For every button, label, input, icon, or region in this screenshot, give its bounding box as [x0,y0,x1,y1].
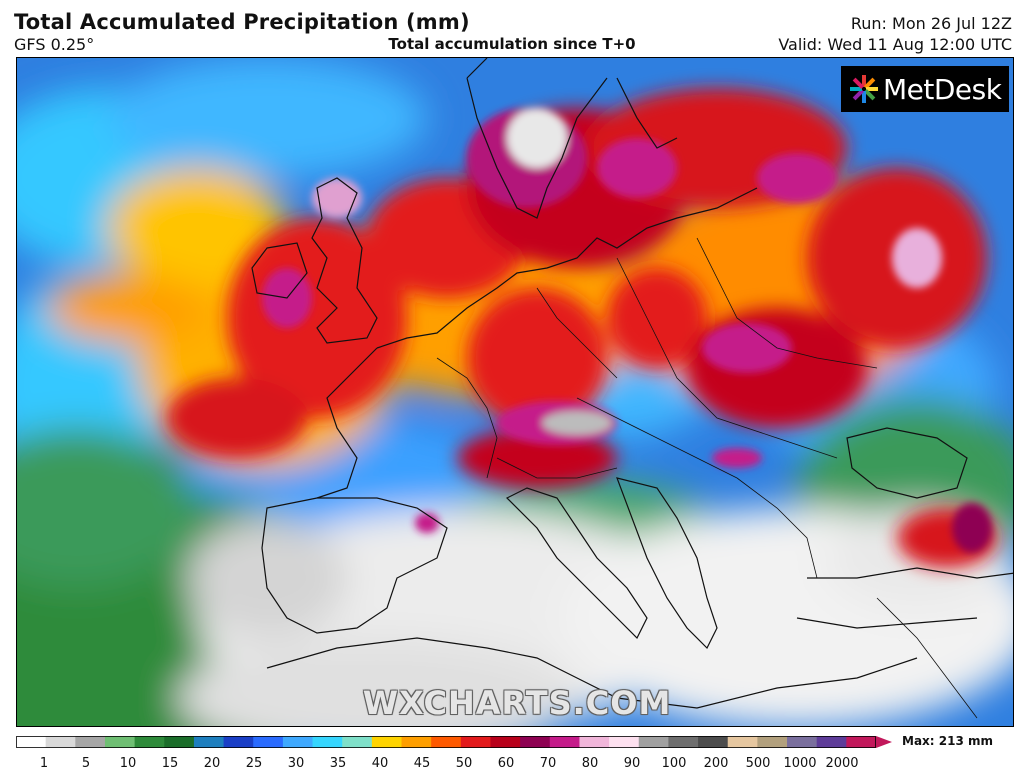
colorbar-tick-label: 200 [703,756,729,771]
colorbar-segment [549,736,581,748]
colorbar-tick-label: 2000 [825,756,859,771]
metdesk-logo: MetDesk [841,66,1009,112]
colorbar-segment [816,736,847,748]
run-time: Run: Mon 26 Jul 12Z [850,14,1012,33]
colorbar-segment [16,736,47,748]
colorbar-segment [609,736,640,748]
max-label: Max: 213 mm [902,734,993,748]
colorbar-segment [579,736,610,748]
valid-time: Valid: Wed 11 Aug 12:00 UTC [778,35,1012,54]
colorbar-segment [698,736,729,748]
colorbar-segment [223,736,254,748]
colorbar-outline [16,736,876,748]
colorbar-tick-label: 10 [119,756,137,771]
colorbar-tick-label: 1 [39,756,49,771]
colorbar-tick-label: 15 [161,756,179,771]
colorbar-tick-label: 35 [329,756,347,771]
colorbar-tick-label: 25 [245,756,263,771]
colorbar-tick-label: 5 [81,756,91,771]
colorbar-tick-label: 30 [287,756,305,771]
colorbar-max-arrow [876,736,892,748]
colorbar-tick-label: 70 [539,756,557,771]
model-label: GFS 0.25° [14,35,95,54]
colorbar [16,736,876,748]
colorbar-tick-label: 100 [661,756,687,771]
colorbar-segment [282,736,314,748]
colorbar-segment [460,736,492,748]
chart-title: Total Accumulated Precipitation (mm) [14,10,470,34]
colorbar-segment [45,736,76,748]
colorbar-segment [787,736,818,748]
colorbar-segment [104,736,136,748]
colorbar-segment [371,736,403,748]
colorbar-tick-label: 1000 [783,756,817,771]
map-canvas [17,58,1013,726]
metdesk-star-icon [850,75,878,103]
colorbar-tick-label: 80 [581,756,599,771]
colorbar-segment [668,736,699,748]
colorbar-segment [312,736,343,748]
colorbar-segment [727,736,758,748]
colorbar-tick-label: 60 [497,756,515,771]
colorbar-tick-label: 50 [455,756,473,771]
watermark: WXCHARTS.COM [362,684,672,722]
colorbar-segment [134,736,165,748]
colorbar-segment [253,736,284,748]
colorbar-segment [757,736,788,748]
colorbar-ticks: 1 5 10 15 20 25 30 35 40 45 50 60 70 80 90 100 200 500 100… [0,756,1024,776]
colorbar-segment [193,736,225,748]
colorbar-tick-label: 500 [745,756,771,771]
precipitation-map [16,57,1014,727]
colorbar-segment [520,736,551,748]
colorbar-segment [342,736,373,748]
colorbar-tick-label: 45 [413,756,431,771]
chart-subtitle: Total accumulation since T+0 [388,35,636,53]
colorbar-tick-label: 20 [203,756,221,771]
logo-text: MetDesk [883,72,1002,106]
colorbar-segment [75,736,106,748]
colorbar-segment [490,736,521,748]
colorbar-segment [846,736,876,748]
colorbar-tick-label: 40 [371,756,389,771]
colorbar-segment [401,736,432,748]
colorbar-segment [431,736,462,748]
extreme-precip-layer [262,108,992,553]
colorbar-segment [164,736,195,748]
coastlines [251,58,1013,719]
colorbar-segment [638,736,670,748]
colorbar-tick-label: 90 [623,756,641,771]
